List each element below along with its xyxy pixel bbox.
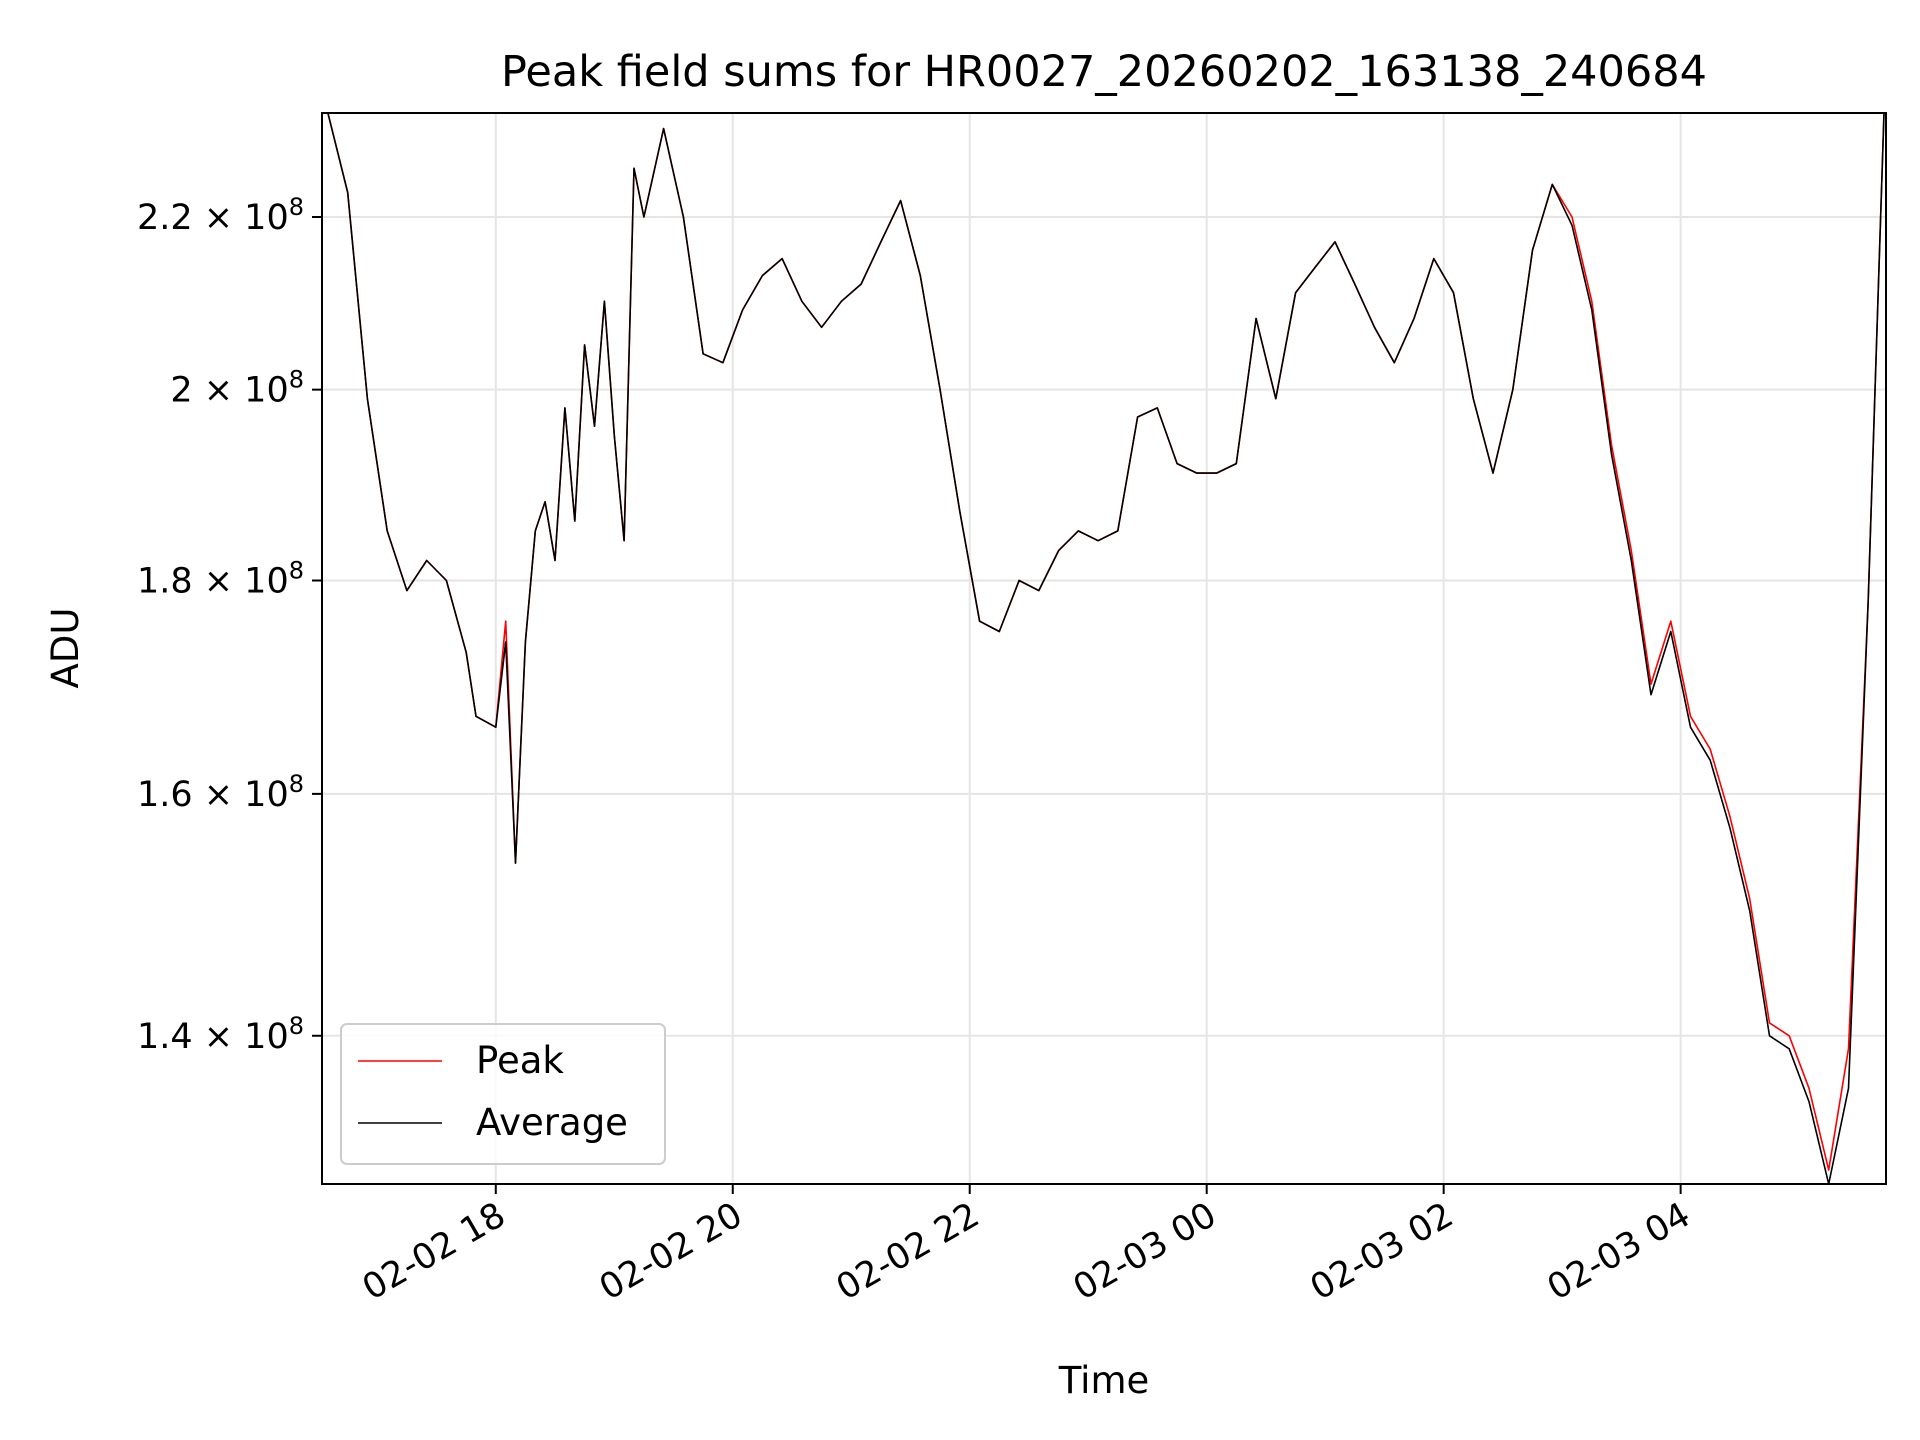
axes-frame bbox=[321, 112, 1887, 1185]
chart-title: Peak field sums for HR0027_20260202_1631… bbox=[501, 47, 1707, 97]
y-tick-label: 2.2 × 108 bbox=[137, 193, 304, 238]
x-axis-label: Time bbox=[1058, 1359, 1150, 1402]
legend-peak-label: Peak bbox=[476, 1039, 564, 1082]
y-tick-label: 1.6 × 108 bbox=[137, 770, 304, 815]
legend-box bbox=[340, 1023, 666, 1165]
y-tick-label: 1.8 × 108 bbox=[137, 557, 304, 602]
series-line-average bbox=[327, 112, 1885, 1185]
plot-area bbox=[327, 112, 1885, 1185]
legend: Peak Average bbox=[340, 1023, 666, 1165]
legend-average-label: Average bbox=[476, 1101, 628, 1144]
y-axis-label: ADU bbox=[44, 608, 87, 689]
y-tick-label: 2 × 108 bbox=[170, 366, 304, 411]
y-tick-label: 1.4 × 108 bbox=[137, 1012, 304, 1057]
grid bbox=[322, 113, 1886, 1184]
